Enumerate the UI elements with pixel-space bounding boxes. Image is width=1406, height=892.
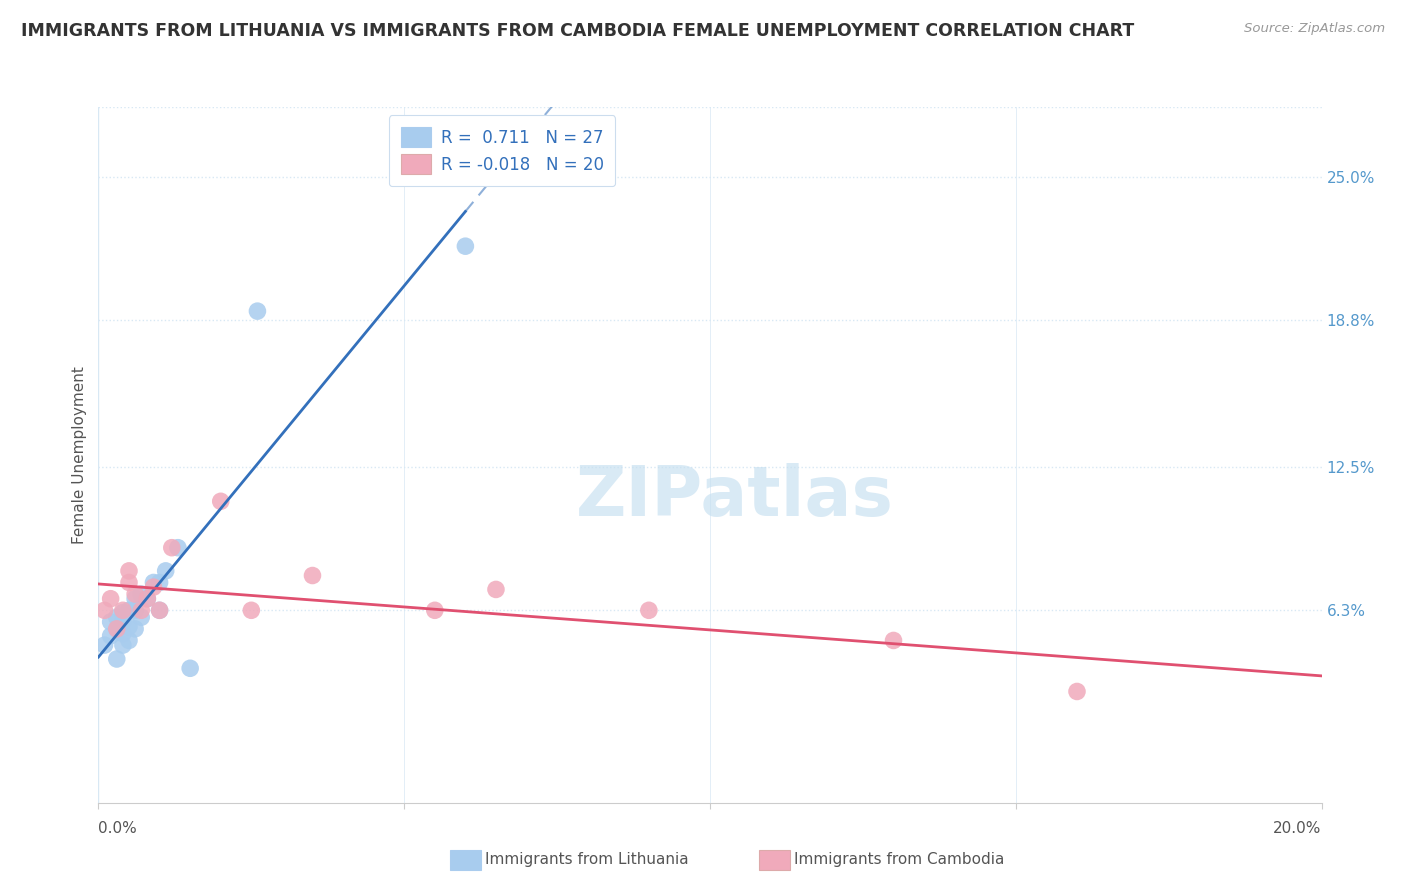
Point	[160, 541, 183, 555]
Text: IMMIGRANTS FROM LITHUANIA VS IMMIGRANTS FROM CAMBODIA FEMALE UNEMPLOYMENT CORREL: IMMIGRANTS FROM LITHUANIA VS IMMIGRANTS …	[21, 22, 1135, 40]
Point	[240, 603, 263, 617]
Y-axis label: Female Unemployment: Female Unemployment	[72, 366, 87, 544]
Point	[149, 603, 172, 617]
Legend: R =  0.711   N = 27, R = -0.018   N = 20: R = 0.711 N = 27, R = -0.018 N = 20	[389, 115, 616, 186]
Point	[124, 587, 146, 601]
Point	[209, 494, 232, 508]
Point	[883, 633, 905, 648]
Point	[105, 622, 128, 636]
Point	[111, 603, 134, 617]
Point	[149, 575, 172, 590]
Point	[167, 541, 190, 555]
Point	[124, 591, 146, 606]
Point	[129, 610, 152, 624]
Text: 20.0%: 20.0%	[1274, 822, 1322, 837]
Point	[454, 239, 477, 253]
Point	[136, 591, 159, 606]
Point	[100, 591, 122, 606]
Point	[136, 591, 159, 606]
Point	[118, 619, 141, 633]
Text: ZIPatlas: ZIPatlas	[575, 463, 893, 530]
Text: 0.0%: 0.0%	[98, 822, 138, 837]
Point	[111, 638, 134, 652]
Point	[301, 568, 323, 582]
Point	[105, 622, 128, 636]
Text: Immigrants from Cambodia: Immigrants from Cambodia	[794, 853, 1005, 867]
Point	[118, 633, 141, 648]
Point	[93, 638, 115, 652]
Point	[105, 610, 128, 624]
Point	[485, 582, 508, 597]
Point	[111, 606, 134, 620]
Point	[142, 580, 165, 594]
Point	[100, 615, 122, 629]
Point	[637, 603, 661, 617]
Point	[142, 575, 165, 590]
Point	[124, 622, 146, 636]
Point	[155, 564, 177, 578]
Point	[423, 603, 446, 617]
Point	[179, 661, 201, 675]
Point	[111, 615, 134, 629]
Point	[124, 603, 146, 617]
Point	[1066, 684, 1088, 698]
Point	[105, 652, 128, 666]
Point	[129, 603, 152, 617]
Text: Source: ZipAtlas.com: Source: ZipAtlas.com	[1244, 22, 1385, 36]
Point	[93, 603, 115, 617]
Point	[118, 564, 141, 578]
Point	[100, 629, 122, 643]
Point	[129, 587, 152, 601]
Text: Immigrants from Lithuania: Immigrants from Lithuania	[485, 853, 689, 867]
Point	[149, 603, 172, 617]
Point	[111, 626, 134, 640]
Point	[246, 304, 269, 318]
Point	[118, 575, 141, 590]
Point	[118, 603, 141, 617]
